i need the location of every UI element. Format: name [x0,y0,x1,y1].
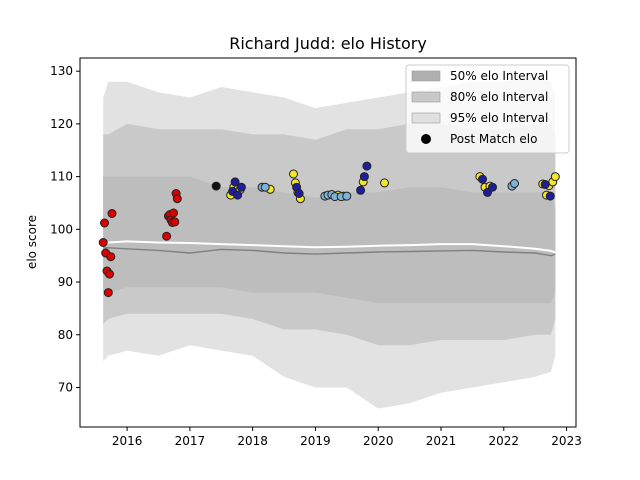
legend-label: 95% elo Interval [450,111,548,125]
data-point [107,209,117,218]
data-point [169,208,178,218]
data-point [233,190,243,200]
data-point [236,182,246,192]
y-tick-label: 120 [50,117,73,131]
x-tick-label: 2018 [237,434,268,448]
data-point [98,238,108,247]
legend: 50% elo Interval 80% elo Interval 95% elo … [405,64,570,154]
x-tick-label: 2020 [363,434,394,448]
legend-swatch [411,112,441,124]
data-point [356,185,366,195]
legend-label: 80% elo Interval [450,90,548,104]
y-tick-label: 130 [50,64,73,78]
x-tick-label: 2019 [300,434,331,448]
legend-marker [421,134,431,144]
data-point [342,191,352,201]
legend-box [405,64,570,154]
x-tick-label: 2016 [112,434,143,448]
legend-swatch [411,91,441,103]
y-tick-label: 110 [50,170,73,184]
data-point [545,191,555,201]
legend-label: 50% elo Interval [450,69,548,83]
data-point [289,169,298,179]
mean-line [102,240,556,254]
y-tick-label: 100 [50,222,73,236]
x-tick-label: 2017 [175,434,206,448]
y-tick-label: 70 [58,380,73,394]
data-point [162,231,172,241]
data-point [488,182,497,192]
data-point [106,252,116,262]
data-point [359,172,369,182]
y-tick-label: 80 [58,328,73,342]
data-point [510,179,519,188]
axes-frame [79,57,577,428]
plot-area [98,76,560,409]
chart-title: Richard Judd: elo History [229,34,427,53]
data-point [294,189,304,198]
data-point [260,182,270,192]
data-point [211,181,221,191]
data-point [103,288,113,298]
y-tick-label: 90 [58,275,73,289]
data-point [230,177,240,187]
x-tick-label: 2021 [426,434,457,448]
data-point [105,269,114,279]
data-point [362,161,372,171]
band-50 [103,176,556,304]
x-tick-label: 2022 [489,434,520,448]
data-point [100,218,109,228]
data-point [478,174,487,184]
median-line [103,247,556,257]
legend-swatch [411,70,441,82]
data-point [380,178,389,188]
axes: 2016 2017 2018 2019 2020 2021 2022 2023 70 80 90 10… [50,57,582,448]
data-point [172,194,182,204]
data-point [540,180,550,189]
x-tick-label: 2023 [551,434,582,448]
data-point [550,172,560,182]
data-point [170,217,180,227]
y-axis-label: elo score [25,215,39,269]
legend-label: Post Match elo [450,132,537,146]
